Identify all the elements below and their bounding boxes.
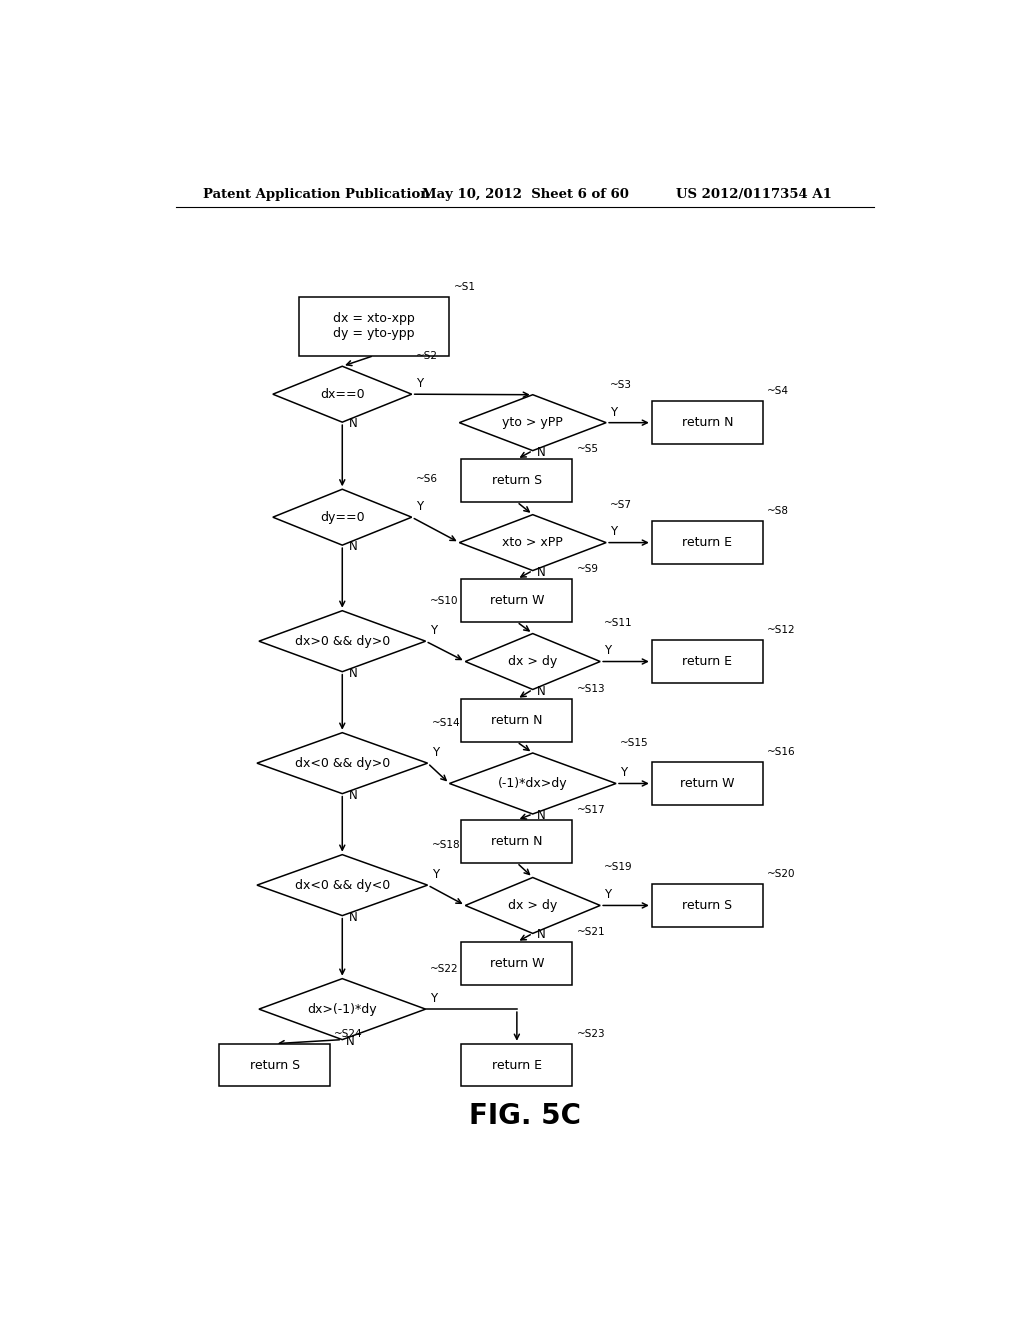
Text: N: N bbox=[348, 911, 357, 924]
Text: dx<0 && dy>0: dx<0 && dy>0 bbox=[295, 756, 390, 770]
Text: ~S19: ~S19 bbox=[604, 862, 633, 873]
Text: N: N bbox=[348, 540, 357, 553]
FancyBboxPatch shape bbox=[461, 942, 572, 985]
Text: ~S21: ~S21 bbox=[577, 927, 605, 937]
Text: ~S3: ~S3 bbox=[610, 380, 632, 389]
Text: Y: Y bbox=[431, 869, 438, 880]
FancyBboxPatch shape bbox=[461, 820, 572, 863]
Text: Y: Y bbox=[416, 378, 423, 391]
Text: ~S14: ~S14 bbox=[431, 718, 460, 727]
Text: Y: Y bbox=[604, 644, 611, 657]
FancyBboxPatch shape bbox=[651, 640, 763, 682]
Text: dy==0: dy==0 bbox=[319, 511, 365, 524]
FancyBboxPatch shape bbox=[461, 700, 572, 742]
Text: ~S20: ~S20 bbox=[767, 869, 796, 879]
Polygon shape bbox=[465, 634, 600, 689]
Text: ~S13: ~S13 bbox=[577, 684, 605, 694]
Text: Y: Y bbox=[610, 525, 617, 539]
Text: ~S11: ~S11 bbox=[604, 619, 633, 628]
Text: N: N bbox=[348, 417, 357, 430]
Text: N: N bbox=[348, 667, 357, 680]
Text: N: N bbox=[537, 809, 546, 822]
Polygon shape bbox=[257, 854, 428, 916]
Text: ~S4: ~S4 bbox=[767, 387, 788, 396]
Text: dx<0 && dy<0: dx<0 && dy<0 bbox=[295, 879, 390, 891]
Polygon shape bbox=[460, 395, 606, 450]
Text: N: N bbox=[346, 1035, 355, 1048]
FancyBboxPatch shape bbox=[461, 459, 572, 502]
Text: xto > xPP: xto > xPP bbox=[503, 536, 563, 549]
FancyBboxPatch shape bbox=[651, 401, 763, 444]
Text: (-1)*dx>dy: (-1)*dx>dy bbox=[498, 777, 567, 789]
Text: dx > dy: dx > dy bbox=[508, 655, 557, 668]
Text: ~S24: ~S24 bbox=[334, 1028, 362, 1039]
Text: return W: return W bbox=[489, 957, 544, 970]
Text: dx==0: dx==0 bbox=[319, 388, 365, 401]
Text: N: N bbox=[537, 928, 546, 941]
FancyBboxPatch shape bbox=[651, 884, 763, 927]
Text: ~S1: ~S1 bbox=[454, 281, 475, 292]
Polygon shape bbox=[257, 733, 428, 793]
Text: ~S2: ~S2 bbox=[416, 351, 437, 362]
Polygon shape bbox=[272, 490, 412, 545]
Text: dx>(-1)*dy: dx>(-1)*dy bbox=[307, 1003, 377, 1015]
Text: Patent Application Publication: Patent Application Publication bbox=[204, 189, 430, 202]
Text: ~S9: ~S9 bbox=[577, 564, 598, 574]
FancyBboxPatch shape bbox=[461, 1044, 572, 1086]
Polygon shape bbox=[450, 752, 616, 814]
Text: N: N bbox=[537, 446, 546, 458]
Text: ~S15: ~S15 bbox=[620, 738, 648, 748]
Text: return W: return W bbox=[680, 777, 734, 789]
Text: N: N bbox=[348, 789, 357, 801]
Text: return E: return E bbox=[492, 1059, 542, 1072]
Polygon shape bbox=[272, 366, 412, 422]
Text: ~S5: ~S5 bbox=[577, 444, 598, 454]
Text: May 10, 2012  Sheet 6 of 60: May 10, 2012 Sheet 6 of 60 bbox=[422, 189, 629, 202]
Text: ~S10: ~S10 bbox=[430, 595, 458, 606]
Text: return W: return W bbox=[489, 594, 544, 607]
Text: return S: return S bbox=[492, 474, 542, 487]
FancyBboxPatch shape bbox=[651, 521, 763, 564]
Polygon shape bbox=[259, 978, 426, 1040]
FancyBboxPatch shape bbox=[219, 1044, 331, 1086]
Text: return N: return N bbox=[492, 836, 543, 847]
Text: yto > yPP: yto > yPP bbox=[503, 416, 563, 429]
Text: ~S7: ~S7 bbox=[610, 499, 632, 510]
Text: dx = xto-xpp
dy = yto-ypp: dx = xto-xpp dy = yto-ypp bbox=[333, 312, 415, 341]
Text: ~S16: ~S16 bbox=[767, 747, 796, 758]
Text: return E: return E bbox=[682, 536, 732, 549]
Text: ~S17: ~S17 bbox=[577, 805, 605, 814]
Text: ~S18: ~S18 bbox=[431, 840, 460, 850]
FancyBboxPatch shape bbox=[299, 297, 450, 355]
Text: ~S23: ~S23 bbox=[577, 1028, 605, 1039]
Text: dx>0 && dy>0: dx>0 && dy>0 bbox=[295, 635, 390, 648]
Text: ~S8: ~S8 bbox=[767, 506, 788, 516]
FancyBboxPatch shape bbox=[461, 579, 572, 622]
Text: ~S12: ~S12 bbox=[767, 626, 796, 635]
Text: return S: return S bbox=[682, 899, 732, 912]
Text: FIG. 5C: FIG. 5C bbox=[469, 1102, 581, 1130]
Polygon shape bbox=[460, 515, 606, 570]
Text: Y: Y bbox=[610, 405, 617, 418]
Text: return N: return N bbox=[492, 714, 543, 727]
Polygon shape bbox=[259, 611, 426, 672]
Text: dx > dy: dx > dy bbox=[508, 899, 557, 912]
Text: Y: Y bbox=[430, 624, 436, 638]
FancyBboxPatch shape bbox=[651, 762, 763, 805]
Text: Y: Y bbox=[620, 767, 627, 779]
Polygon shape bbox=[465, 878, 600, 933]
Text: return N: return N bbox=[682, 416, 733, 429]
Text: Y: Y bbox=[416, 500, 423, 513]
Text: return S: return S bbox=[250, 1059, 300, 1072]
Text: Y: Y bbox=[430, 993, 436, 1005]
Text: return E: return E bbox=[682, 655, 732, 668]
Text: US 2012/0117354 A1: US 2012/0117354 A1 bbox=[676, 189, 831, 202]
Text: Y: Y bbox=[604, 888, 611, 902]
Text: N: N bbox=[537, 685, 546, 697]
Text: Y: Y bbox=[431, 746, 438, 759]
Text: ~S6: ~S6 bbox=[416, 474, 437, 484]
Text: N: N bbox=[537, 566, 546, 578]
Text: ~S22: ~S22 bbox=[430, 964, 458, 974]
